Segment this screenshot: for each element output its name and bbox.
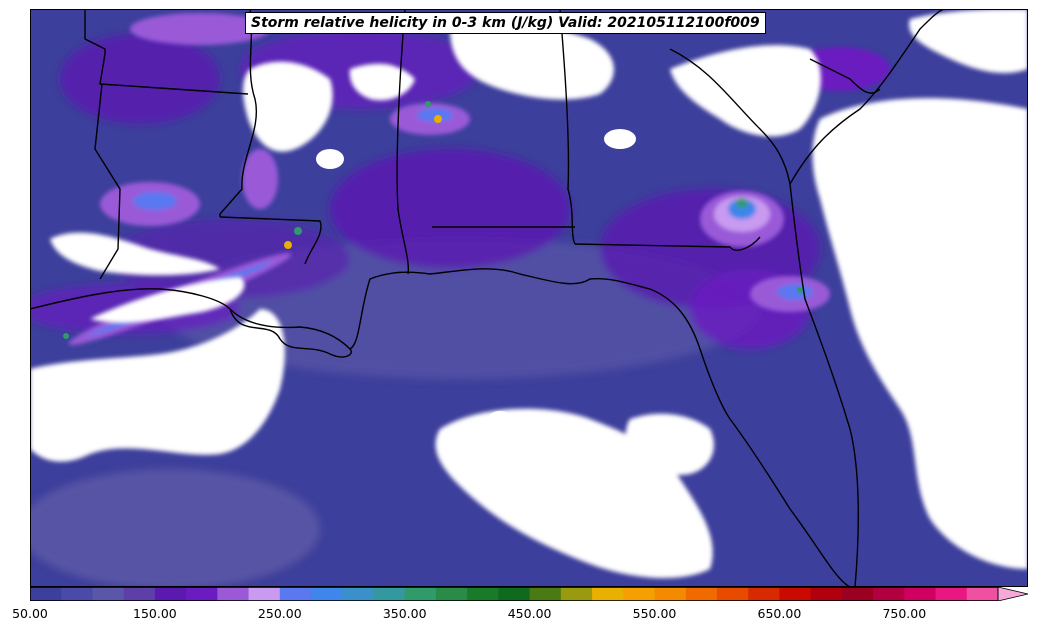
colorbar-segment	[467, 587, 499, 601]
colorbar-segment	[498, 587, 531, 601]
coastline-northeast	[789, 9, 946, 185]
nodata-spot-6	[604, 129, 636, 149]
colorbar	[30, 587, 1029, 601]
peak-spot-5	[63, 333, 69, 339]
colorbar-segment	[61, 587, 93, 601]
core-florida-inner	[777, 284, 813, 300]
colorbar-tick-label: 150.00	[133, 606, 177, 621]
core-texas-inner	[133, 192, 177, 210]
coastline-florida-atlantic	[789, 183, 859, 587]
nodata-texas-coast	[90, 277, 245, 323]
nodata-carolinas	[670, 45, 821, 137]
colorbar-tick-label: 450.00	[507, 606, 552, 621]
nodata-east-gulf	[625, 413, 714, 475]
nodata-spot-5	[316, 149, 344, 169]
nodata-spot-4	[76, 409, 104, 429]
nodata-spot-7	[878, 261, 902, 297]
core-mississippi-inner	[417, 108, 453, 122]
nodata-northeast-corner	[909, 9, 1028, 74]
colorbar-extend-arrow	[997, 587, 1029, 601]
nodata-spot-1	[488, 411, 512, 427]
nodata-spot-2	[930, 325, 970, 353]
coastline-louisiana-delta	[229, 308, 352, 358]
border-texas-arkansas	[94, 83, 121, 280]
colorbar-segment	[342, 587, 374, 601]
border-oklahoma-texas	[84, 9, 106, 54]
field-band-alabama	[330, 149, 570, 269]
border-carolinas	[809, 58, 881, 94]
colorbar-segment	[30, 587, 62, 601]
nodata-arkansas	[243, 61, 333, 152]
field-band-louisiana	[110, 219, 350, 299]
peak-spot-4	[797, 287, 803, 293]
nodata-kentucky	[450, 23, 614, 100]
core-arkansas	[242, 149, 278, 209]
nodata-texas-interior	[50, 232, 220, 276]
colorbar-segment	[435, 587, 468, 601]
colorbar-segment	[654, 587, 687, 601]
field-band-southwest	[30, 469, 320, 587]
colorbar-segment	[248, 587, 281, 601]
peak-spot-1	[434, 115, 442, 123]
colorbar-segment	[623, 587, 656, 601]
core-georgia-peak	[736, 198, 748, 208]
border-oklahoma-arkansas	[99, 53, 249, 95]
colorbar-segment	[186, 587, 218, 601]
colorbar-tick-label: 750.00	[882, 606, 927, 621]
border-arkansas-mississippi-river	[219, 9, 257, 217]
colorbar-segment	[373, 587, 406, 601]
border-florida-georgia	[574, 236, 761, 251]
map-panel[interactable]	[30, 9, 1028, 587]
colorbar-segment	[404, 587, 437, 601]
colorbar-tick-label: 50.00	[12, 606, 48, 621]
peak-spot-6	[425, 101, 431, 107]
colorbar-segment	[592, 587, 624, 601]
colorbar-outline	[30, 587, 999, 601]
colorbar-segment	[217, 587, 250, 601]
colorbar-segment	[935, 587, 968, 601]
peak-spot-3	[294, 227, 302, 235]
field-band-north	[60, 34, 220, 124]
coastline-gulf	[30, 268, 851, 587]
colorbar-segment	[685, 587, 718, 601]
core-north	[130, 13, 270, 45]
colorbar-segment	[716, 587, 749, 601]
border-louisiana-mississippi	[219, 216, 322, 265]
colorbar-segment	[560, 587, 593, 601]
nodata-tennessee	[349, 63, 415, 101]
colorbar-tick-label: 350.00	[382, 606, 427, 621]
border-mississippi-alabama	[396, 9, 410, 275]
nodata-spot-3	[972, 207, 1008, 231]
border-georgia-carolina	[669, 48, 791, 185]
colorbar-segment	[123, 587, 156, 601]
colorbar-segment	[841, 587, 874, 601]
helicity-map	[30, 9, 1028, 587]
colorbar-segment	[904, 587, 937, 601]
colorbar-segment	[966, 587, 999, 601]
peak-spot-2	[284, 241, 292, 249]
colorbar-tick-label: 650.00	[757, 606, 802, 621]
colorbar-tick-label: 550.00	[632, 606, 677, 621]
colorbar-segment	[154, 587, 187, 601]
colorbar-segment	[311, 587, 343, 601]
colorbar-segment	[779, 587, 812, 601]
nodata-florida-keys	[918, 463, 1028, 531]
colorbar-segment	[748, 587, 780, 601]
colorbar-segment	[279, 587, 312, 601]
colorbar-segment	[529, 587, 562, 601]
colorbar-segment	[810, 587, 843, 601]
colorbar-segment	[92, 587, 125, 601]
colorbar-tick-label: 250.00	[257, 606, 302, 621]
map-title: Storm relative helicity in 0-3 km (J/kg)…	[245, 12, 766, 34]
colorbar-segment	[873, 587, 905, 601]
core-georgia-inner	[728, 199, 756, 219]
